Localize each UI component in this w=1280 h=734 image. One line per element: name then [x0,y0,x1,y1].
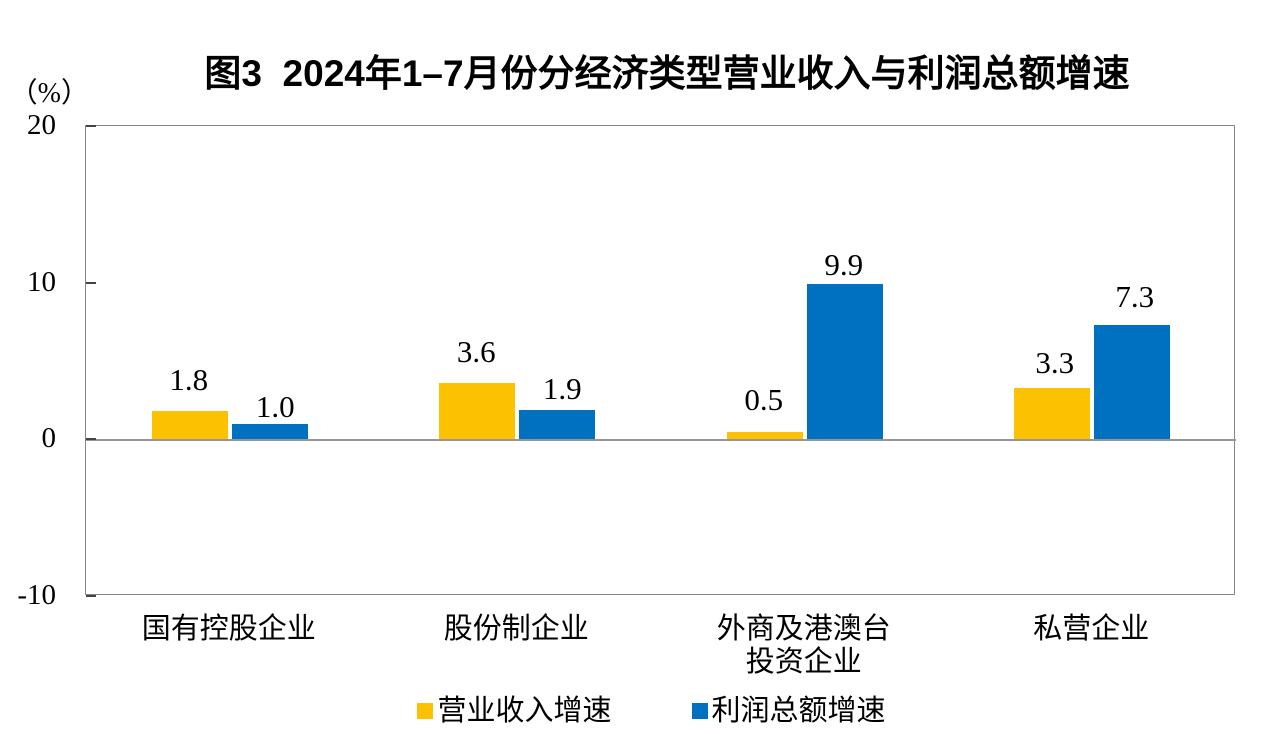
legend-label: 利润总额增速 [711,695,886,727]
plot-area [85,125,1236,597]
legend: 营业收入增速 利润总额增速 [85,694,1218,728]
bar-value-label: 9.9 [824,246,864,282]
bar-value-label: 3.3 [1035,345,1075,381]
x-axis-category-label: 私营企业 [1033,613,1150,645]
bar-营业收入增速-股份制企业 [439,382,516,440]
bar-利润总额增速-国有控股企业 [231,423,308,440]
legend-swatch-icon [691,703,708,719]
y-axis-tick-label: 20 [27,109,56,141]
legend-entry: 营业收入增速 [417,695,612,727]
bar-利润总额增速-股份制企业 [519,409,596,440]
y-axis-tick [86,595,96,597]
chart-title: 图3 2024年1–7月份分经济类型营业收入与利润总额增速 [204,53,1130,94]
y-axis-tick [86,281,96,284]
y-axis-tick-label: -10 [17,579,56,611]
bar-利润总额增速-外商及港澳台投资企业 [806,284,883,440]
bar-value-label: 1.0 [255,388,295,424]
y-axis-tick-label: 0 [41,422,57,455]
x-axis-category-label: 股份制企业 [443,613,589,645]
y-axis-tick-label: 10 [27,265,56,298]
x-axis-category-label: 国有控股企业 [141,613,316,645]
legend-swatch-icon [417,703,434,719]
bar-value-label: 3.6 [456,334,496,370]
y-axis-tick [86,125,96,127]
bar-营业收入增速-私营企业 [1014,387,1091,440]
y-axis-tick [86,438,96,441]
legend-entry: 利润总额增速 [691,695,886,727]
bar-利润总额增速-私营企业 [1094,324,1171,440]
legend-label: 营业收入增速 [437,695,612,727]
bar-value-label: 7.3 [1115,279,1155,315]
bar-营业收入增速-国有控股企业 [151,411,228,440]
bar-value-label: 1.9 [542,370,582,406]
y-axis-unit-label: （%） [9,78,89,109]
zero-gridline [86,438,1236,441]
bar-value-label: 0.5 [744,382,784,417]
bar-营业收入增速-外商及港澳台投资企业 [726,431,803,440]
bar-value-label: 1.8 [169,361,209,397]
x-axis-category-label: 外商及港澳台 投资企业 [716,613,891,678]
